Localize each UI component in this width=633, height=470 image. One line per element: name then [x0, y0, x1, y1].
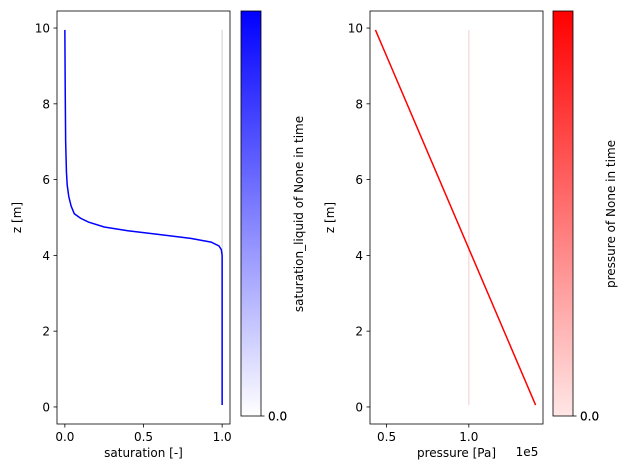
x-axis-label: pressure [Pa]: [417, 446, 496, 460]
y-tick-label: 10: [348, 22, 363, 36]
x-axis-label: saturation [-]: [104, 446, 183, 460]
colorbar-tick-label: 0.0: [268, 410, 287, 424]
y-tick-label: 4: [42, 249, 50, 263]
axes-frame: [369, 10, 544, 425]
y-axis-label: z [m]: [323, 202, 337, 233]
y-tick-label: 8: [355, 97, 363, 111]
colorbar-label: pressure of None in time: [604, 140, 618, 288]
colorbar-tick-label: 0.0: [580, 410, 599, 424]
y-tick-label: 2: [42, 325, 50, 339]
y-tick-label: 0: [42, 400, 50, 414]
series-line-1: [64, 29, 223, 406]
x-tick-label: 1.0: [213, 430, 232, 444]
y-tick-label: 0: [355, 400, 363, 414]
colorbar-body: [552, 10, 574, 417]
x-tick-label: 0.5: [377, 430, 396, 444]
colorbar-tick-label: 0.0: [268, 410, 287, 424]
colorbar-body: [240, 10, 262, 417]
colorbar-tick-label: 0.0: [580, 410, 599, 424]
y-tick-label: 8: [42, 97, 50, 111]
x-tick-label: 0.5: [134, 430, 153, 444]
x-tick-label: 0.0: [55, 430, 74, 444]
y-tick-label: 6: [355, 173, 363, 187]
y-axis-label: z [m]: [10, 202, 24, 233]
axes-frame: [56, 10, 231, 425]
series-line-1: [374, 29, 537, 406]
x-offset-label: 1e5: [516, 445, 539, 459]
chart-layer: 0.0 0.5 1.0 0 2 4 6 8 10 saturation [-] z [m] 0.0 0.…: [10, 10, 618, 460]
y-tick-label: 6: [42, 173, 50, 187]
y-tick-label: 10: [35, 22, 50, 36]
colorbar-label: saturation_liquid of None in time: [292, 116, 306, 312]
x-tick-label: 1.0: [459, 430, 478, 444]
y-tick-label: 2: [355, 325, 363, 339]
y-tick-label: 4: [355, 249, 363, 263]
